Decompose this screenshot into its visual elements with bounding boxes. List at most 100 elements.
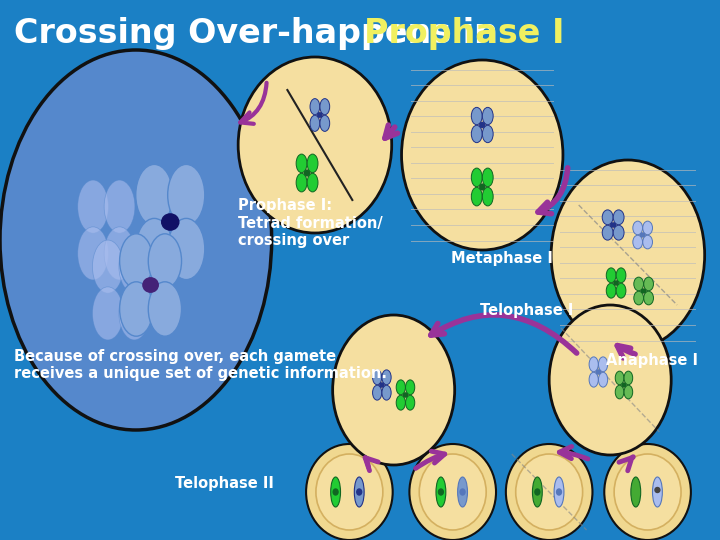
Ellipse shape (405, 380, 415, 395)
Ellipse shape (405, 395, 415, 410)
Ellipse shape (78, 227, 109, 280)
Ellipse shape (402, 393, 408, 397)
Ellipse shape (119, 287, 150, 340)
Ellipse shape (458, 477, 467, 507)
Text: Telophase I: Telophase I (480, 303, 574, 318)
Ellipse shape (479, 184, 485, 190)
Ellipse shape (148, 234, 181, 288)
Ellipse shape (120, 234, 153, 288)
Text: Metaphase I: Metaphase I (451, 251, 553, 266)
Ellipse shape (304, 170, 310, 176)
Ellipse shape (643, 235, 652, 249)
Ellipse shape (119, 240, 150, 293)
Ellipse shape (602, 225, 613, 240)
Text: Crossing Over-happens in: Crossing Over-happens in (14, 17, 509, 50)
Ellipse shape (644, 291, 654, 305)
Ellipse shape (472, 125, 482, 143)
Text: Telophase II: Telophase II (175, 476, 274, 491)
Ellipse shape (624, 385, 633, 399)
Ellipse shape (482, 187, 493, 206)
Ellipse shape (104, 180, 135, 233)
Ellipse shape (472, 168, 482, 187)
Ellipse shape (613, 280, 619, 286)
Ellipse shape (621, 382, 626, 387)
Ellipse shape (482, 107, 493, 125)
Ellipse shape (516, 454, 582, 530)
Ellipse shape (640, 233, 646, 238)
Ellipse shape (604, 444, 691, 540)
Ellipse shape (614, 454, 681, 530)
Ellipse shape (655, 488, 660, 492)
Ellipse shape (296, 173, 307, 192)
Ellipse shape (613, 210, 624, 225)
Ellipse shape (320, 115, 330, 131)
Ellipse shape (0, 50, 271, 430)
Text: Prophase I:
Tetrad formation/
crossing over: Prophase I: Tetrad formation/ crossing o… (238, 198, 383, 248)
Ellipse shape (606, 268, 616, 283)
Ellipse shape (598, 372, 608, 387)
Ellipse shape (148, 282, 181, 336)
Ellipse shape (549, 305, 671, 455)
Ellipse shape (633, 235, 642, 249)
Ellipse shape (436, 477, 446, 507)
Text: Anaphase I: Anaphase I (606, 353, 698, 368)
Ellipse shape (396, 380, 405, 395)
Ellipse shape (382, 370, 391, 385)
Ellipse shape (168, 164, 204, 226)
Ellipse shape (333, 315, 455, 465)
Ellipse shape (551, 160, 705, 350)
Ellipse shape (633, 221, 642, 235)
Ellipse shape (372, 370, 382, 385)
Ellipse shape (634, 277, 644, 291)
Ellipse shape (320, 99, 330, 114)
Ellipse shape (482, 168, 493, 187)
Ellipse shape (557, 489, 562, 495)
Ellipse shape (613, 225, 624, 240)
Ellipse shape (472, 107, 482, 125)
Ellipse shape (310, 99, 320, 114)
Ellipse shape (238, 57, 392, 233)
Ellipse shape (379, 382, 384, 388)
Ellipse shape (92, 240, 123, 293)
Ellipse shape (652, 477, 662, 507)
Ellipse shape (616, 268, 626, 283)
Text: Because of crossing over, each gamete
receives a unique set of genetic informati: Because of crossing over, each gamete re… (14, 349, 387, 381)
Ellipse shape (610, 222, 616, 228)
Ellipse shape (296, 154, 307, 173)
Ellipse shape (615, 371, 624, 385)
Ellipse shape (554, 477, 564, 507)
Ellipse shape (643, 221, 652, 235)
Ellipse shape (615, 385, 624, 399)
Ellipse shape (143, 278, 158, 292)
Ellipse shape (589, 357, 598, 372)
Ellipse shape (162, 214, 179, 230)
Ellipse shape (372, 385, 382, 400)
Ellipse shape (317, 112, 323, 118)
Ellipse shape (641, 288, 647, 293)
Ellipse shape (92, 287, 123, 340)
Ellipse shape (168, 218, 204, 280)
Ellipse shape (598, 357, 608, 372)
Ellipse shape (307, 154, 318, 173)
Ellipse shape (307, 173, 318, 192)
Ellipse shape (602, 210, 613, 225)
Ellipse shape (631, 477, 641, 507)
Ellipse shape (310, 115, 320, 131)
Ellipse shape (78, 180, 109, 233)
Ellipse shape (419, 454, 486, 530)
Ellipse shape (357, 489, 361, 495)
Ellipse shape (460, 489, 465, 495)
Ellipse shape (333, 489, 338, 495)
Ellipse shape (104, 227, 135, 280)
Ellipse shape (330, 477, 341, 507)
Ellipse shape (589, 372, 598, 387)
Ellipse shape (595, 369, 601, 375)
Ellipse shape (606, 284, 616, 298)
Ellipse shape (382, 385, 391, 400)
Ellipse shape (616, 284, 626, 298)
Ellipse shape (316, 454, 383, 530)
Ellipse shape (306, 444, 392, 540)
Text: Prophase I: Prophase I (364, 17, 564, 50)
Ellipse shape (438, 489, 444, 495)
Ellipse shape (402, 60, 563, 250)
